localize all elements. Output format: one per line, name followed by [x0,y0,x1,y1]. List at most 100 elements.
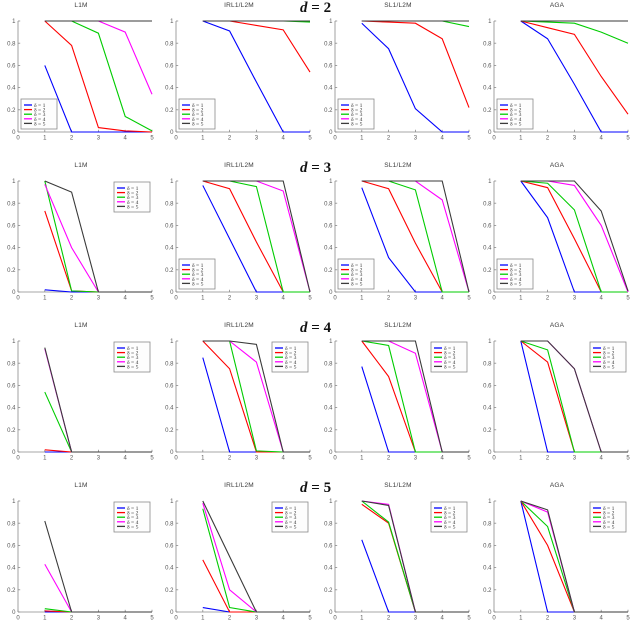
y-tick-label: 0.8 [324,521,333,527]
y-tick-label: 0 [12,130,16,136]
row-label-symbol: d [300,320,308,336]
y-tick-label: 1 [170,499,174,505]
x-tick-label: 0 [174,296,178,302]
x-tick-label: 0 [174,456,178,462]
x-tick-label: 1 [360,616,364,622]
legend-label-delta-1: δ = 1 [34,103,46,109]
x-tick-label: 0 [492,296,496,302]
y-tick-label: 0.8 [7,41,16,47]
plot-area: 0 1 2 3 4 5 0 0.2 0.4 0.6 0.8 1 δ = 1δ = 2δ = 3δ = 4… [324,339,471,462]
y-tick-label: 1 [488,339,492,345]
legend-label-delta-1: δ = 1 [192,103,204,109]
y-tick-label: 1 [488,499,492,505]
legend-label-delta-3: δ = 3 [285,355,297,361]
x-tick-label: 5 [467,616,471,622]
y-tick-label: 0.2 [483,268,492,274]
row-label-d-5: d = 5 [300,480,331,497]
legend-label-delta-5: δ = 5 [351,281,363,287]
x-tick-label: 3 [414,616,418,622]
panel-title: IRL1/L2M [224,162,254,169]
y-tick-label: 1 [12,179,16,185]
legend: δ = 1δ = 2δ = 3δ = 4δ = 5 [271,501,309,533]
x-tick-label: 1 [519,296,523,302]
y-tick-label: 0.8 [483,361,492,367]
y-tick-label: 0.8 [483,521,492,527]
series-line-delta-4 [44,20,153,95]
row-label-value: 4 [323,320,332,336]
x-tick-label: 2 [228,616,232,622]
x-tick-label: 1 [43,136,47,142]
legend-label-delta-1: δ = 1 [351,103,363,109]
legend-label-delta-4: δ = 4 [192,277,204,283]
y-tick-label: 0.2 [483,588,492,594]
series-line-delta-5 [202,180,311,293]
row-label-value: 5 [323,480,332,496]
y-tick-label: 0.2 [324,428,333,434]
x-tick-label: 3 [573,456,577,462]
row-label-equals: = [311,0,320,16]
x-tick-label: 5 [626,616,630,622]
x-tick-label: 1 [360,296,364,302]
legend-label-delta-3: δ = 3 [192,112,204,118]
y-tick-label: 0 [170,610,174,616]
legend-label-delta-3: δ = 3 [127,515,139,521]
x-tick-label: 2 [546,616,550,622]
y-tick-label: 0.8 [483,41,492,47]
y-tick-label: 1 [12,339,16,345]
x-tick-label: 4 [124,456,128,462]
y-tick-label: 0 [488,290,492,296]
legend-label-delta-1: δ = 1 [285,506,297,512]
x-tick-label: 2 [387,456,391,462]
y-tick-label: 0.6 [7,224,16,230]
y-tick-label: 0.4 [7,86,16,92]
legend-label-delta-4: δ = 4 [285,520,297,526]
x-tick-label: 4 [282,616,286,622]
row-label-symbol: d [300,0,308,16]
x-tick-label: 3 [414,456,418,462]
legend-label-delta-5: δ = 5 [351,121,363,127]
y-tick-label: 1 [488,19,492,25]
x-tick-label: 3 [255,136,259,142]
legend-label-delta-3: δ = 3 [510,272,522,278]
y-tick-label: 1 [329,179,333,185]
panel-title: IRL1/L2M [224,482,254,489]
x-tick-label: 0 [174,616,178,622]
legend-label-delta-1: δ = 1 [603,506,615,512]
series-line-delta-1 [361,22,469,133]
y-tick-label: 0.8 [165,361,174,367]
series-line-delta-3 [520,20,629,44]
y-tick-label: 0 [329,450,333,456]
y-tick-label: 1 [170,179,174,185]
x-tick-label: 4 [600,616,604,622]
panel-title: AGA [549,162,565,169]
x-tick-label: 4 [124,616,128,622]
x-tick-label: 3 [414,296,418,302]
x-tick-label: 2 [70,296,74,302]
series-line-delta-1 [361,539,469,613]
legend-label-delta-2: δ = 2 [34,108,46,114]
x-tick-label: 4 [600,456,604,462]
series-line-delta-4 [361,180,470,293]
x-tick-label: 3 [97,136,101,142]
y-tick-label: 0.8 [324,361,333,367]
plot-area: 0 1 2 3 4 5 0 0.2 0.4 0.6 0.8 1 δ = 1δ = 2δ = 3δ = 4… [324,499,471,622]
legend-label-delta-1: δ = 1 [510,103,522,109]
y-tick-label: 0 [488,450,492,456]
y-tick-label: 1 [329,499,333,505]
y-tick-label: 1 [12,499,16,505]
y-tick-label: 0.8 [483,201,492,207]
series-line-delta-5 [361,180,470,293]
x-tick-label: 0 [16,456,20,462]
x-tick-label: 1 [360,136,364,142]
y-tick-label: 0.6 [324,64,333,70]
x-tick-label: 1 [43,616,47,622]
series-line-delta-5 [361,500,469,613]
y-tick-label: 1 [170,19,174,25]
x-tick-label: 1 [519,136,523,142]
